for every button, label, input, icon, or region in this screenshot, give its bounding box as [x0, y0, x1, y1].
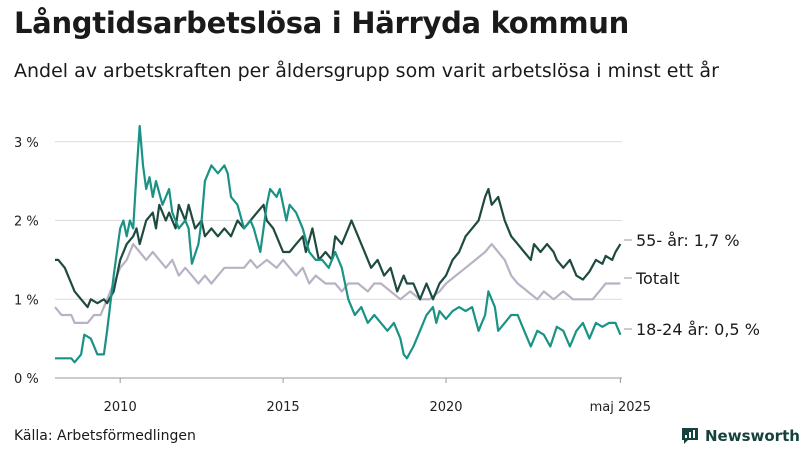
newsworthy-chart-icon [682, 428, 698, 444]
y-tick-label: 3 % [14, 136, 39, 151]
x-tick-label: maj 2025 [590, 400, 651, 415]
x-tick-label: 2015 [267, 400, 300, 415]
x-tick-label: 2020 [429, 400, 462, 415]
y-tick-label: 0 % [14, 372, 39, 387]
series-end-label: 55- år: 1,7 % [636, 231, 740, 250]
series-line-totalt [54, 243, 621, 324]
source-note: Källa: Arbetsförmedlingen [14, 428, 196, 444]
chart-title: Långtidsarbetslösa i Härryda kommun [14, 6, 629, 40]
series-end-label: 18-24 år: 0,5 % [636, 320, 760, 339]
x-tick-label: 2010 [104, 400, 137, 415]
brand-logo: Newsworthy [680, 426, 800, 446]
series-line-18-24-r [55, 124, 622, 364]
chart-subtitle: Andel av arbetskraften per åldersgrupp s… [14, 60, 719, 82]
series-line-55-r [55, 187, 622, 309]
y-tick-label: 1 % [14, 293, 39, 308]
brand-name: Newsworthy [705, 427, 800, 445]
y-tick-label: 2 % [14, 215, 39, 230]
series-end-label: Totalt [635, 269, 680, 288]
